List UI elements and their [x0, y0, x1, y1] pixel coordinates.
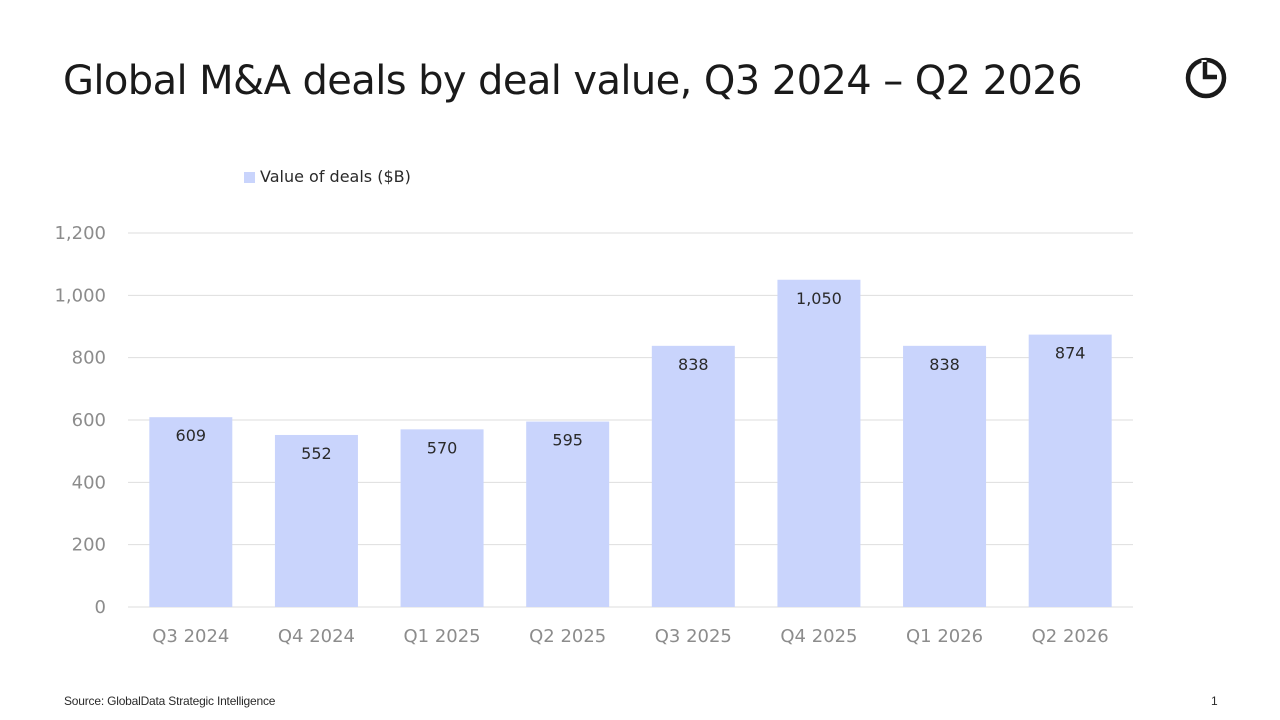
x-tick-label: Q4 2025 — [780, 626, 857, 647]
y-tick-label: 1,200 — [54, 223, 106, 244]
data-label: 874 — [1055, 344, 1086, 363]
bar — [526, 421, 610, 607]
y-tick-label: 1,000 — [54, 285, 106, 306]
y-tick-label: 400 — [72, 472, 106, 493]
data-label: 595 — [552, 431, 583, 450]
x-tick-label: Q4 2024 — [278, 626, 355, 647]
y-tick-label: 800 — [72, 348, 106, 369]
bar — [777, 279, 861, 607]
x-tick-label: Q3 2024 — [152, 626, 229, 647]
x-tick-label: Q2 2026 — [1032, 626, 1109, 647]
bar-chart: Value of deals ($B) 0 200 400 600 800 1,000 1,… — [54, 167, 1133, 647]
bar — [1028, 334, 1112, 607]
bar — [400, 429, 484, 607]
x-tick-label: Q1 2025 — [403, 626, 480, 647]
data-label: 609 — [176, 426, 207, 445]
data-label: 838 — [678, 355, 709, 374]
y-tick-label: 600 — [72, 410, 106, 431]
y-tick-label: 200 — [72, 535, 106, 556]
bar — [651, 345, 735, 607]
legend-swatch — [244, 172, 255, 183]
legend-label: Value of deals ($B) — [260, 167, 411, 186]
chart-legend: Value of deals ($B) — [244, 167, 411, 186]
x-tick-label: Q3 2025 — [655, 626, 732, 647]
x-axis: Q3 2024 Q4 2024 Q1 2025 Q2 2025 Q3 2025 Q4 20… — [152, 626, 1109, 647]
y-axis: 0 200 400 600 800 1,000 1,200 — [54, 223, 106, 618]
page-number: 1 — [1211, 694, 1218, 708]
bar — [274, 434, 358, 607]
chart-title: Global M&A deals by deal value, Q3 2024 … — [63, 58, 1083, 104]
globaldata-logo-icon — [1185, 57, 1227, 99]
data-label: 838 — [929, 355, 960, 374]
bar — [149, 417, 233, 607]
data-labels: 609 552 570 595 838 1,050 838 874 — [176, 289, 1086, 463]
bar — [903, 345, 987, 607]
y-tick-label: 0 — [95, 597, 106, 618]
data-label: 570 — [427, 438, 458, 457]
source-note: Source: GlobalData Strategic Intelligenc… — [64, 694, 276, 708]
data-label: 552 — [301, 444, 332, 463]
bars — [149, 279, 1112, 607]
data-label: 1,050 — [796, 289, 842, 308]
x-tick-label: Q2 2025 — [529, 626, 606, 647]
x-tick-label: Q1 2026 — [906, 626, 983, 647]
